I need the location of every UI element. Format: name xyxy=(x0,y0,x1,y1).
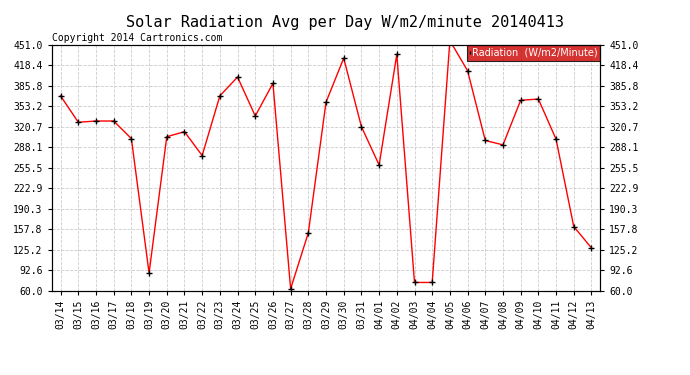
Text: Solar Radiation Avg per Day W/m2/minute 20140413: Solar Radiation Avg per Day W/m2/minute … xyxy=(126,15,564,30)
Legend: Radiation  (W/m2/Minute): Radiation (W/m2/Minute) xyxy=(467,45,600,61)
Text: Copyright 2014 Cartronics.com: Copyright 2014 Cartronics.com xyxy=(52,33,222,42)
